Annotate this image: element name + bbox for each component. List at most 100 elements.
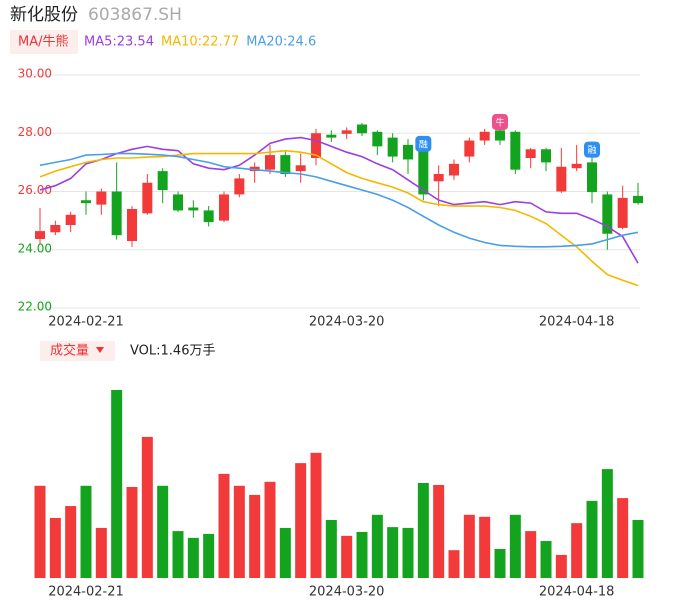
y-tick-label: 26.00	[18, 183, 52, 197]
candle-body	[372, 131, 383, 147]
volume-bar	[341, 535, 353, 578]
candle-body	[280, 155, 291, 175]
ma-line	[39, 152, 639, 248]
volume-bar	[371, 514, 383, 578]
candle-body	[341, 130, 352, 134]
x-tick-label: 2024-04-18	[539, 585, 615, 600]
volume-bar	[632, 519, 644, 578]
y-tick-label: 22.00	[18, 300, 52, 314]
candle-body	[50, 224, 61, 233]
volume-bar	[417, 483, 429, 578]
legend-entry: MA20:24.6	[246, 35, 316, 50]
volume-bar	[187, 537, 199, 578]
candle-body	[111, 191, 122, 236]
volume-bar	[203, 533, 215, 578]
volume-title: 成交量	[50, 343, 89, 359]
candle-body	[464, 140, 475, 157]
legend-entry: MA5:23.54	[84, 35, 154, 50]
candle-body	[35, 231, 45, 239]
x-tick-label: 2024-03-20	[309, 315, 385, 330]
candle-body	[219, 194, 229, 221]
volume-label: VOL:1.46万手	[130, 344, 215, 359]
volume-bar	[249, 494, 261, 578]
candle-body	[387, 137, 398, 157]
candle-body	[173, 194, 183, 211]
volume-bar	[295, 463, 307, 578]
y-tick-label: 24.00	[18, 241, 52, 255]
y-tick-label: 30.00	[18, 67, 52, 81]
volume-bar	[617, 498, 629, 578]
candle-body	[403, 144, 413, 160]
candle-body	[127, 208, 137, 242]
volume-bar	[571, 523, 583, 578]
candle-body	[633, 195, 643, 204]
legend-title: MA/牛熊	[18, 34, 69, 50]
candle-body	[479, 131, 490, 141]
candle-body	[203, 210, 214, 223]
candle-body	[617, 197, 628, 228]
y-tick-label: 28.00	[18, 125, 52, 139]
candle-body	[449, 163, 459, 176]
candle-body	[265, 155, 275, 170]
volume-bar	[141, 436, 153, 578]
volume-bar	[65, 506, 77, 578]
candle-body	[96, 191, 107, 205]
dropdown-arrow	[96, 347, 104, 353]
volume-bar	[555, 554, 567, 578]
x-tick-label: 2024-02-21	[48, 315, 124, 330]
volume-bar	[279, 527, 291, 578]
candle-body	[525, 149, 536, 159]
volume-bar	[126, 486, 138, 578]
candle-body	[510, 131, 521, 170]
legend-entry: MA10:22.77	[161, 35, 239, 50]
volume-bar	[540, 541, 552, 578]
signal-marker	[492, 113, 508, 130]
volume-bar	[387, 527, 399, 578]
candle-body	[541, 149, 551, 163]
candle-body	[357, 124, 367, 134]
signal-marker-label: 融	[419, 139, 428, 150]
volume-bar	[34, 485, 46, 578]
candle-body	[311, 133, 321, 159]
volume-bar	[433, 484, 445, 578]
volume-bar	[494, 548, 506, 578]
volume-bar	[525, 531, 537, 578]
candle-body	[142, 182, 153, 214]
x-tick-label: 2024-03-20	[309, 585, 385, 600]
volume-bar	[95, 527, 107, 578]
candle-body	[65, 214, 76, 225]
volume-bar	[233, 485, 245, 578]
candle-body	[495, 130, 505, 141]
volume-bar	[479, 516, 491, 578]
volume-bar	[264, 481, 276, 578]
volume-bar	[157, 485, 169, 578]
volume-bar	[448, 550, 460, 578]
volume-bar	[80, 485, 92, 578]
stock-name: 新化股份	[10, 5, 78, 25]
volume-box	[40, 341, 115, 361]
signal-marker-label: 融	[587, 145, 596, 156]
candle-body	[157, 171, 168, 191]
x-tick-label: 2024-04-18	[539, 315, 615, 330]
signal-marker	[584, 141, 600, 158]
candle-body	[418, 149, 429, 195]
x-tick-label: 2024-02-21	[48, 585, 124, 600]
legend-box	[10, 30, 78, 54]
volume-bar	[172, 531, 184, 578]
candle-body	[188, 207, 199, 211]
volume-bar	[586, 500, 598, 578]
volume-bar	[402, 527, 414, 578]
candle-body	[295, 165, 306, 172]
volume-bar	[111, 390, 123, 578]
volume-bar	[310, 452, 322, 578]
ma-line	[39, 136, 639, 264]
volume-bar	[601, 469, 613, 578]
stock-code: 603867.SH	[88, 5, 182, 25]
volume-bar	[463, 514, 475, 578]
volume-bar	[218, 473, 230, 578]
candle-body	[587, 162, 597, 193]
candle-body	[234, 178, 245, 195]
candle-body	[571, 163, 582, 169]
signal-marker	[415, 135, 432, 152]
signal-marker-label: 牛	[495, 116, 504, 128]
